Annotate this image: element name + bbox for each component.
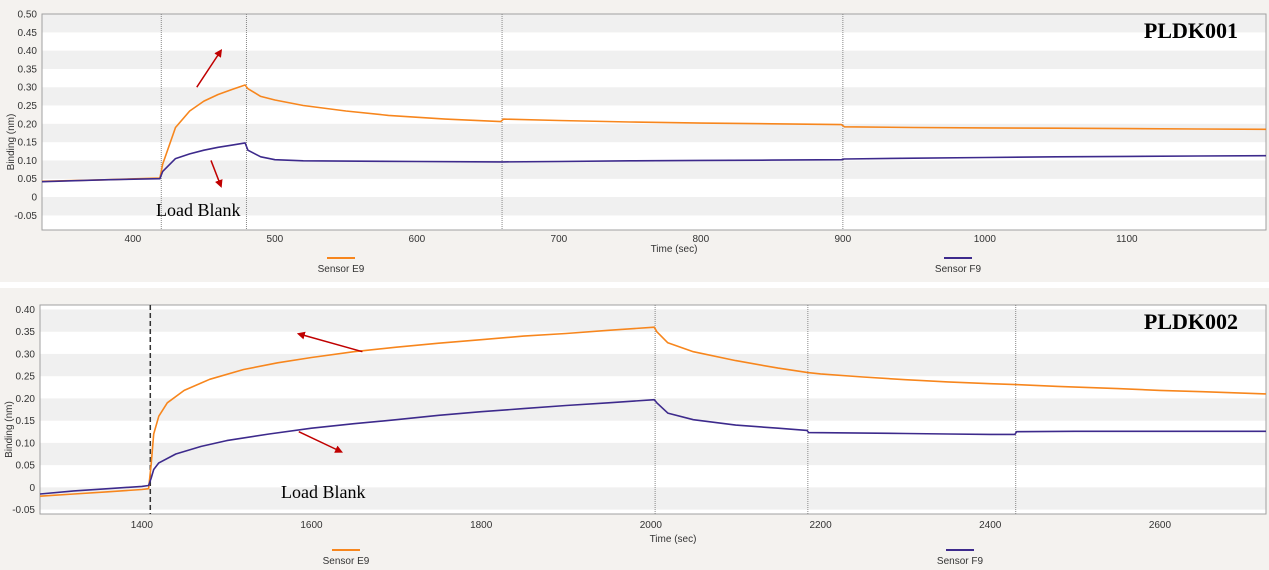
- chart-title: PLDK001: [1144, 18, 1238, 43]
- plot-frame: [39, 304, 1267, 515]
- annotation-label: Load Blank: [156, 200, 240, 220]
- annotation-arrow: [298, 431, 344, 453]
- y-tick-label: 0.15: [16, 416, 36, 427]
- y-tick-label: 0.20: [16, 394, 36, 405]
- series-line-sensor-f9: [39, 398, 1266, 495]
- y-tick-label: 0: [29, 483, 35, 494]
- grid-band: [40, 420, 1266, 443]
- series-line-sensor-e9: [41, 84, 1267, 183]
- x-axis-label: Time (sec): [650, 534, 697, 545]
- grid-band: [42, 160, 1266, 179]
- y-tick-label: 0.05: [18, 174, 38, 185]
- legend-label: Sensor F9: [937, 556, 984, 567]
- x-axis-label: Time (sec): [651, 244, 698, 255]
- x-tick-label: 500: [267, 234, 284, 245]
- x-tick-label: 900: [835, 234, 852, 245]
- annotation-label: Load Blank: [281, 482, 365, 502]
- chart-title: PLDK002: [1144, 309, 1238, 334]
- grid-band: [42, 68, 1266, 88]
- grid-band: [42, 32, 1266, 51]
- y-axis-label: Binding (nm): [4, 401, 15, 458]
- grid-band: [42, 142, 1266, 161]
- x-tick-label: 1600: [300, 520, 323, 531]
- series-line-sensor-e9: [39, 326, 1267, 497]
- x-tick-label: 700: [551, 234, 568, 245]
- x-tick-label: 1000: [974, 234, 997, 245]
- legend-label: Sensor E9: [323, 556, 370, 567]
- y-tick-label: -0.05: [12, 505, 35, 516]
- y-tick-label: 0.40: [18, 46, 38, 57]
- grid-band: [40, 309, 1266, 332]
- grid-band: [42, 123, 1266, 143]
- grid-band: [42, 50, 1266, 69]
- grid-band: [42, 215, 1266, 230]
- chart-panel-pldk002: 0.40 0.35 0.30 0.25 0.20 0.15 0.10 0.05 0 -0.05 14…: [0, 288, 1269, 570]
- plot-frame: [41, 13, 1267, 231]
- chart-panel-pldk001: 0.50 0.45 0.40 0.35 0.30 0.25 0.20 0.15 0.10 0.05…: [0, 0, 1269, 282]
- y-tick-label: 0.25: [18, 101, 38, 112]
- y-tick-label: 0.15: [18, 138, 38, 149]
- grid-band: [40, 353, 1266, 377]
- y-tick-label: 0.50: [18, 10, 38, 21]
- grid-band: [40, 465, 1266, 488]
- grid-band: [40, 305, 1266, 310]
- x-tick-label: 400: [125, 234, 142, 245]
- y-axis-label: Binding (nm): [6, 114, 17, 171]
- y-tick-label: 0.45: [18, 28, 38, 39]
- grid-band: [40, 398, 1266, 421]
- grid-band: [40, 487, 1266, 510]
- x-tick-label: 1400: [131, 520, 154, 531]
- chart-svg: 0.40 0.35 0.30 0.25 0.20 0.15 0.10 0.05 0 -0.05 14…: [4, 304, 1267, 567]
- y-tick-label: 0.10: [16, 438, 36, 449]
- grid-band: [42, 14, 1266, 33]
- grid-band: [42, 178, 1266, 198]
- x-tick-label: 2000: [640, 520, 663, 531]
- y-tick-label: 0.25: [16, 372, 36, 383]
- y-tick-label: 0.30: [16, 349, 36, 360]
- y-tick-label: 0.20: [18, 119, 38, 130]
- chart-svg: 0.50 0.45 0.40 0.35 0.30 0.25 0.20 0.15 0.10 0.05…: [6, 10, 1267, 275]
- y-tick-label: 0.30: [18, 83, 38, 94]
- x-tick-label: 1800: [470, 520, 493, 531]
- y-tick-label: 0.40: [16, 305, 36, 316]
- y-tick-label: -0.05: [14, 211, 37, 222]
- x-tick-label: 2600: [1149, 520, 1172, 531]
- annotation-arrow: [296, 331, 363, 353]
- annotation-arrow: [196, 48, 223, 88]
- y-tick-label: 0.35: [18, 64, 38, 75]
- x-tick-label: 2400: [979, 520, 1002, 531]
- grid-band: [42, 197, 1266, 216]
- annotation-arrow: [210, 160, 223, 188]
- y-tick-label: 0.10: [18, 156, 38, 167]
- series-line-sensor-f9: [41, 142, 1267, 183]
- grid-band: [42, 87, 1266, 106]
- grid-band: [42, 105, 1266, 124]
- grid-band: [40, 331, 1266, 354]
- legend-label: Sensor E9: [318, 264, 365, 275]
- x-tick-label: 800: [693, 234, 710, 245]
- grid-band: [40, 509, 1266, 514]
- legend-label: Sensor F9: [935, 264, 982, 275]
- y-tick-label: 0: [31, 193, 37, 204]
- x-tick-label: 1100: [1116, 234, 1138, 245]
- grid-band: [40, 442, 1266, 466]
- y-tick-label: 0.05: [16, 461, 36, 472]
- y-tick-label: 0.35: [16, 327, 36, 338]
- x-tick-label: 2200: [809, 520, 832, 531]
- x-tick-label: 600: [409, 234, 426, 245]
